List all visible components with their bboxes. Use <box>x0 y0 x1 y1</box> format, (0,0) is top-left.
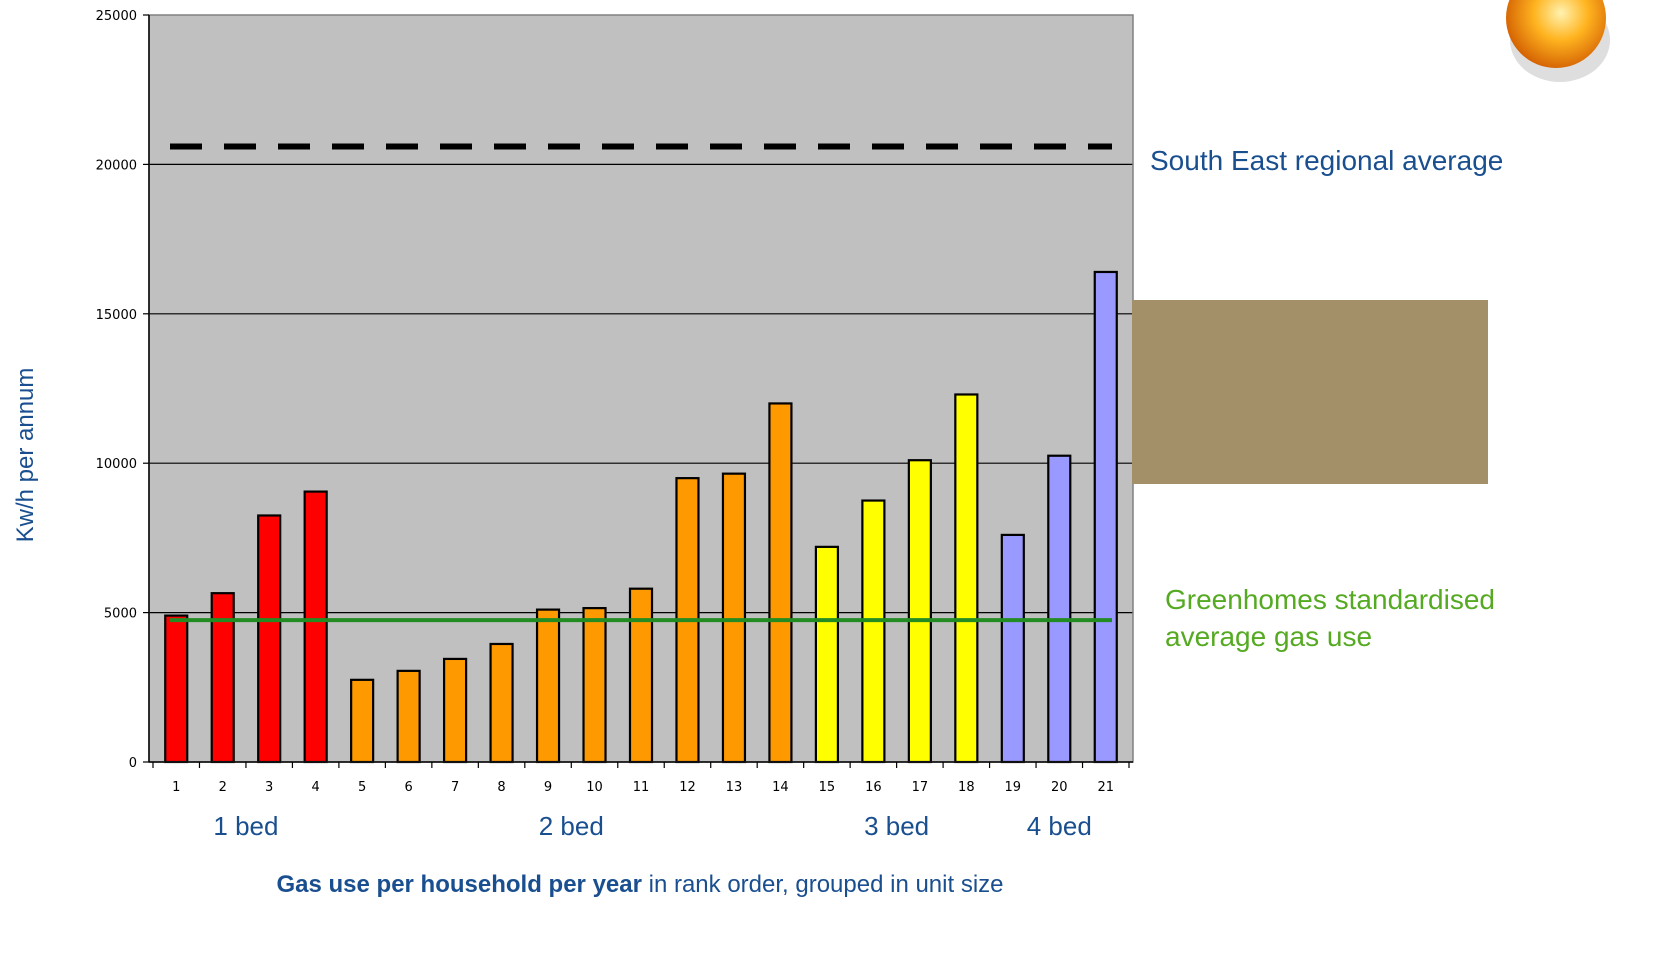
bar-14 <box>768 402 793 764</box>
y-tick-label: 20000 <box>96 158 137 173</box>
x-tick-label: 10 <box>586 780 603 795</box>
overlay-box <box>1132 300 1488 484</box>
x-tick-label: 16 <box>865 780 882 795</box>
y-tick-label: 10000 <box>96 457 137 472</box>
y-tick-label: 0 <box>129 756 137 771</box>
group-label: 2 bed <box>539 811 604 841</box>
bar-15 <box>814 545 840 764</box>
bar-16 <box>861 499 886 764</box>
x-tick-label: 5 <box>358 780 366 795</box>
bar-8 <box>489 642 514 764</box>
x-tick-label: 19 <box>1005 780 1022 795</box>
x-tick-label: 11 <box>633 780 650 795</box>
x-tick-label: 13 <box>726 780 743 795</box>
bar-17 <box>907 459 932 764</box>
group-label: 4 bed <box>1027 811 1092 841</box>
x-axis-title: Gas use per household per year in rank o… <box>276 871 1003 898</box>
bar-5 <box>350 678 375 764</box>
x-tick-label: 12 <box>679 780 696 795</box>
x-tick-label: 8 <box>497 780 505 795</box>
x-tick-label: 9 <box>544 780 552 795</box>
group-label: 3 bed <box>864 811 929 841</box>
y-tick-label: 25000 <box>96 9 137 24</box>
bar-9 <box>535 608 561 764</box>
x-tick-label: 14 <box>772 780 789 795</box>
bar-20 <box>1047 454 1072 764</box>
x-tick-label: 20 <box>1051 780 1068 795</box>
bar-21 <box>1093 270 1118 764</box>
y-axis-title: Kw/h per annum <box>12 368 39 543</box>
bar-4 <box>303 490 328 764</box>
bar-6 <box>396 669 421 764</box>
bar-3 <box>257 514 282 764</box>
x-tick-label: 3 <box>265 780 273 795</box>
y-ticks: 0 5000 10000 15000 20000 25000 <box>96 9 149 771</box>
x-tick-label: 18 <box>958 780 975 795</box>
standardised-average-label-line2: average gas use <box>1165 621 1372 652</box>
group-labels: 1 bed 2 bed 3 bed 4 bed <box>213 811 1091 841</box>
bar-10 <box>582 607 607 764</box>
bar-13 <box>721 472 747 764</box>
bars <box>164 270 1118 764</box>
y-tick-label: 15000 <box>96 308 137 323</box>
x-tick-label: 1 <box>172 780 180 795</box>
orb-decoration <box>1506 0 1610 82</box>
bar-11 <box>628 587 654 764</box>
x-axis-title-bold: Gas use per household per year <box>276 871 641 898</box>
x-tick-label: 21 <box>1097 780 1114 795</box>
x-tick-label: 15 <box>819 780 836 795</box>
bar-18 <box>954 393 979 764</box>
x-tick-label: 17 <box>912 780 929 795</box>
x-ticks: 1 2 3 4 5 6 7 8 9 10 11 12 13 14 15 16 17 18 19 20 21 <box>152 762 1130 795</box>
group-label: 1 bed <box>213 811 278 841</box>
y-tick-label: 5000 <box>104 607 137 622</box>
x-tick-label: 6 <box>404 780 412 795</box>
x-axis-title-rest: in rank order, grouped in unit size <box>642 871 1004 898</box>
x-tick-label: 7 <box>451 780 459 795</box>
bar-1 <box>164 614 189 764</box>
bar-7 <box>442 657 468 764</box>
bar-19 <box>1000 533 1025 764</box>
x-tick-label: 2 <box>219 780 227 795</box>
standardised-average-label-line1: Greenhomes standardised <box>1165 584 1495 615</box>
x-tick-label: 4 <box>312 780 320 795</box>
regional-average-label: South East regional average <box>1150 145 1503 176</box>
orb-icon <box>1506 0 1606 68</box>
